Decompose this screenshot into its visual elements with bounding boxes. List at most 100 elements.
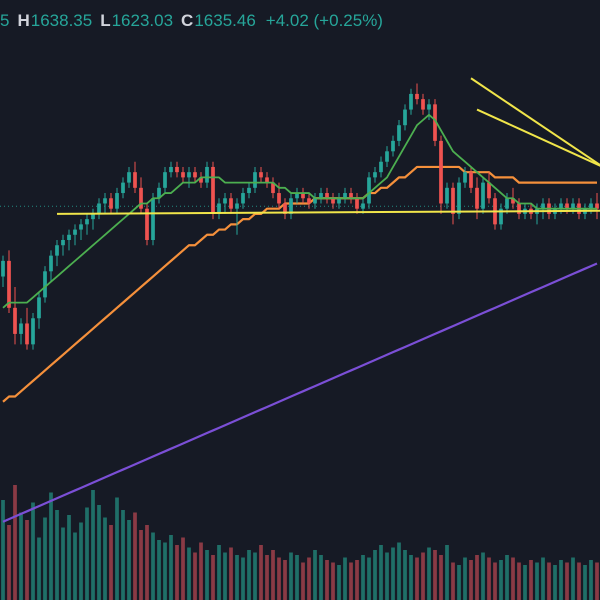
- trendline-resistance: [476, 108, 600, 167]
- volume-bar: [457, 565, 461, 600]
- volume-bar: [61, 527, 65, 600]
- candle-body: [13, 307, 17, 334]
- volume-bar: [13, 485, 17, 600]
- candle-body: [379, 161, 383, 173]
- volume-bar: [343, 557, 347, 600]
- candle-body: [307, 198, 311, 204]
- volume-bar: [139, 530, 143, 600]
- candle-body: [277, 193, 281, 204]
- candle-body: [253, 172, 257, 188]
- volume-bar: [415, 557, 419, 600]
- candle-body: [289, 198, 293, 214]
- candle-body: [1, 260, 5, 277]
- volume-bar: [73, 532, 77, 600]
- candle-body: [313, 198, 317, 204]
- candle-body: [463, 172, 467, 183]
- volume-bar: [157, 540, 161, 600]
- volume-bar: [385, 552, 389, 600]
- candle-body: [193, 172, 197, 178]
- volume-bar: [175, 545, 179, 600]
- candle-body: [475, 187, 479, 209]
- volume-bar: [439, 555, 443, 600]
- candle-body: [247, 187, 251, 194]
- candle-body: [151, 198, 155, 240]
- volume-bar: [55, 510, 59, 600]
- volume-bar: [571, 557, 575, 600]
- volume-bar: [541, 557, 545, 600]
- candle-body: [355, 198, 359, 209]
- candle-body: [205, 166, 209, 183]
- volume-bar: [295, 555, 299, 600]
- volume-bar: [121, 510, 125, 600]
- candle-body: [139, 187, 143, 209]
- volume-bar: [553, 565, 557, 600]
- trendline-support: [56, 209, 600, 215]
- candle-body: [157, 187, 161, 199]
- volume-bar: [19, 512, 23, 600]
- candle-body: [511, 198, 515, 204]
- candle-body: [73, 229, 77, 235]
- candle-body: [367, 177, 371, 204]
- volume-bar: [493, 562, 497, 600]
- candle-body: [175, 166, 179, 173]
- volume-bar: [85, 507, 89, 600]
- candle-body: [229, 198, 233, 209]
- candle-body: [589, 203, 593, 209]
- volume-bar: [445, 545, 449, 600]
- volume-bar: [151, 532, 155, 600]
- volume-bar: [547, 562, 551, 600]
- candle-body: [91, 213, 95, 220]
- candle-body: [187, 172, 191, 178]
- candle-body: [49, 255, 53, 272]
- candle-body: [61, 240, 65, 246]
- volume-bar: [355, 560, 359, 600]
- volume-bar: [361, 555, 365, 600]
- volume-bar: [247, 550, 251, 600]
- volume-bar: [229, 547, 233, 600]
- volume-bar: [589, 560, 593, 600]
- high-label: H: [17, 11, 30, 30]
- volume-bar: [67, 515, 71, 600]
- volume-bar: [193, 552, 197, 600]
- volume-bar: [505, 555, 509, 600]
- volume-bar: [427, 547, 431, 600]
- volume-bar: [577, 562, 581, 600]
- volume-bar: [211, 555, 215, 600]
- volume-bar: [391, 547, 395, 600]
- volume-bar: [289, 552, 293, 600]
- volume-bar: [517, 562, 521, 600]
- volume-bar: [97, 505, 101, 600]
- change-value: +4.02 (+0.25%): [265, 11, 383, 30]
- candle-body: [241, 193, 245, 204]
- candle-body: [481, 182, 485, 209]
- candle-body: [7, 260, 11, 308]
- volume-bar: [511, 557, 515, 600]
- volume-bar: [583, 565, 587, 600]
- volume-bar: [199, 542, 203, 600]
- volume-bar: [127, 520, 131, 600]
- close-value: 1635.46: [194, 11, 256, 30]
- volume-bar: [103, 517, 107, 600]
- volume-bar: [25, 520, 29, 600]
- volume-bar: [421, 552, 425, 600]
- candle-body: [457, 182, 461, 214]
- candle-body: [403, 109, 407, 126]
- volume-bar: [403, 550, 407, 600]
- volume-bar: [271, 550, 275, 600]
- volume-bar: [307, 557, 311, 600]
- volume-bar: [133, 512, 137, 600]
- volume-bar: [481, 552, 485, 600]
- candle-body: [499, 208, 503, 225]
- candle-body: [163, 172, 167, 188]
- candle-body: [67, 234, 71, 240]
- volume-bar: [529, 560, 533, 600]
- volume-bar: [433, 550, 437, 600]
- candle-body: [421, 99, 425, 110]
- volume-bar: [223, 552, 227, 600]
- candle-body: [427, 104, 431, 110]
- candle-body: [115, 193, 119, 209]
- volume-bar: [523, 565, 527, 600]
- candle-body: [235, 203, 239, 209]
- volume-bar: [265, 555, 269, 600]
